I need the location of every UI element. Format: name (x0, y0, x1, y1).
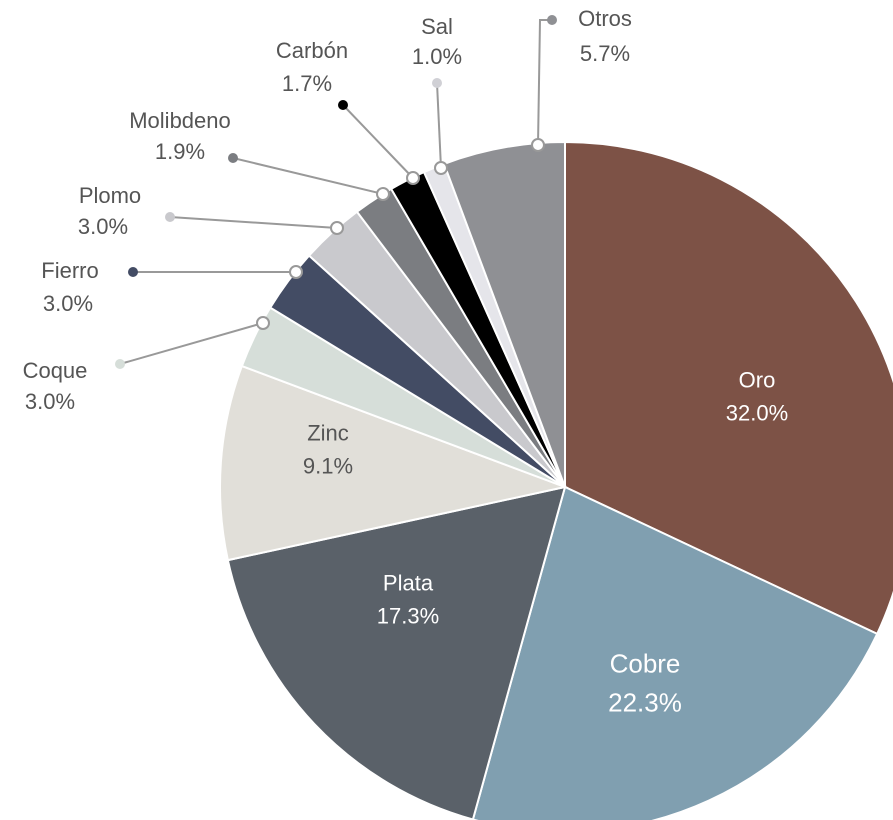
slice-value-label: 9.1% (303, 453, 353, 478)
slice-value-label: 3.0% (25, 389, 75, 414)
leader-dot (338, 100, 348, 110)
slice-label: Oro (739, 367, 776, 392)
leader-end (531, 138, 545, 152)
slice-label: Plata (383, 570, 434, 595)
leader-dot (547, 15, 557, 25)
slice-label: Otros (578, 6, 632, 31)
slice-label: Zinc (307, 420, 349, 445)
leader-end (330, 221, 344, 235)
slice-value-label: 5.7% (580, 41, 630, 66)
slice-label: Sal (421, 14, 453, 39)
leader-end (256, 316, 270, 330)
leader-line (232, 157, 384, 195)
leader-line (436, 82, 442, 169)
pie-slice (219, 364, 569, 562)
leader-dot (432, 78, 442, 88)
leader-line (342, 104, 414, 179)
slice-value-label: 1.9% (155, 139, 205, 164)
leader-end (376, 187, 390, 201)
slice-label: Fierro (41, 258, 98, 283)
slice-value-label: 17.3% (377, 603, 439, 628)
pie-slice (471, 485, 879, 820)
leader-dot (165, 212, 175, 222)
slice-label: Coque (23, 358, 88, 383)
leader-end (406, 171, 420, 185)
slice-value-label: 32.0% (726, 400, 788, 425)
leader-line (537, 19, 552, 146)
slice-value-label: 3.0% (43, 291, 93, 316)
leader-end (289, 265, 303, 279)
slice-label: Cobre (610, 648, 681, 678)
slice-value-label: 1.7% (282, 71, 332, 96)
leader-dot (228, 153, 238, 163)
pie-slice (226, 485, 567, 820)
leader-end (434, 161, 448, 175)
leader-dot (115, 359, 125, 369)
slice-label: Plomo (79, 183, 141, 208)
pie-slice (564, 140, 893, 636)
leader-dot (128, 267, 138, 277)
slice-label: Carbón (276, 38, 348, 63)
slice-value-label: 22.3% (608, 687, 682, 717)
slice-value-label: 1.0% (412, 44, 462, 69)
slice-value-label: 3.0% (78, 214, 128, 239)
slice-label: Molibdeno (129, 108, 231, 133)
leader-line (169, 216, 338, 229)
leader-line (119, 322, 264, 365)
